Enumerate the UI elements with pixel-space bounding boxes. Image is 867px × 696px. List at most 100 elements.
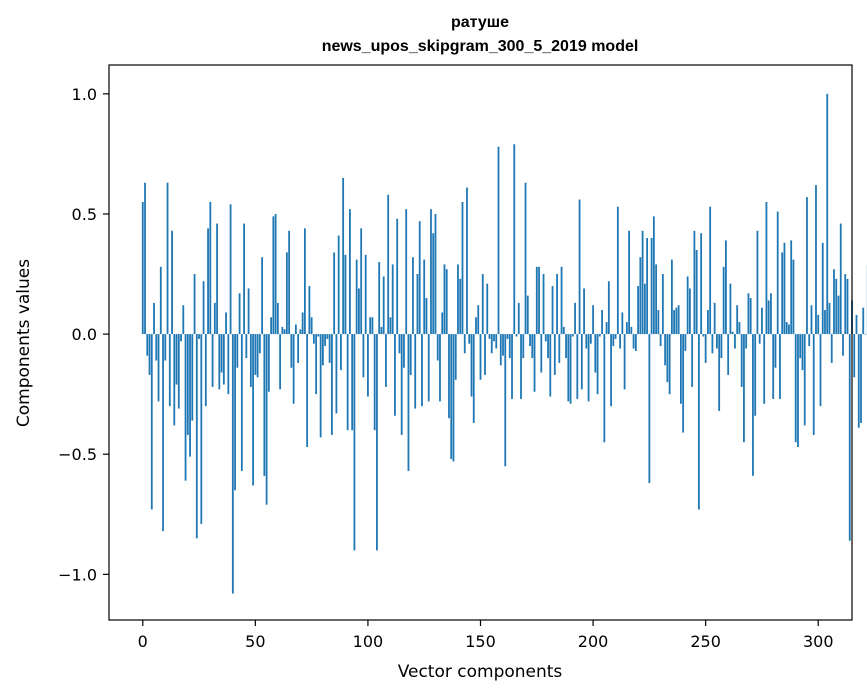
bar-185 xyxy=(558,334,561,363)
bar-233 xyxy=(666,334,669,383)
bar-145 xyxy=(468,334,471,344)
bar-152 xyxy=(484,334,486,375)
bar-109 xyxy=(387,194,390,335)
bar-32 xyxy=(213,302,216,335)
bar-259 xyxy=(725,240,727,335)
bar-220 xyxy=(637,286,640,335)
bar-202 xyxy=(596,334,599,395)
bar-118 xyxy=(407,334,410,472)
bar-141 xyxy=(459,278,462,335)
bar-299 xyxy=(815,185,817,335)
bar-280 xyxy=(772,334,775,399)
bar-245 xyxy=(693,230,696,335)
bar-119 xyxy=(409,334,412,375)
bar-81 xyxy=(324,334,327,347)
bar-238 xyxy=(677,305,680,335)
bar-256 xyxy=(718,334,721,411)
bar-221 xyxy=(639,257,642,335)
bar-31 xyxy=(211,334,214,387)
x-tick-label: 150 xyxy=(465,632,496,651)
bar-229 xyxy=(657,310,660,335)
bar-206 xyxy=(605,322,608,335)
bar-150 xyxy=(479,334,482,380)
bar-198 xyxy=(587,334,590,402)
bar-237 xyxy=(675,307,678,335)
bar-144 xyxy=(466,187,468,335)
bar-8 xyxy=(159,266,162,335)
bar-72 xyxy=(303,228,306,335)
bar-79 xyxy=(319,334,322,438)
bar-90 xyxy=(344,254,347,335)
bar-304 xyxy=(826,93,829,335)
bar-18 xyxy=(182,305,185,335)
bar-156 xyxy=(493,334,495,342)
bar-169 xyxy=(522,334,525,359)
bar-99 xyxy=(364,254,367,335)
bar-80 xyxy=(321,334,324,366)
bar-215 xyxy=(625,322,628,335)
bar-248 xyxy=(700,233,703,335)
bar-57 xyxy=(270,317,273,335)
x-tick-label: 0 xyxy=(138,632,148,651)
bar-121 xyxy=(414,334,417,409)
bar-137 xyxy=(450,334,453,460)
bar-135 xyxy=(445,269,448,335)
bar-127 xyxy=(427,334,430,402)
bar-223 xyxy=(643,283,646,335)
bar-230 xyxy=(659,334,662,347)
bar-190 xyxy=(569,334,572,404)
bar-58 xyxy=(272,216,275,335)
bar-309 xyxy=(837,295,840,335)
bar-298 xyxy=(812,334,815,435)
bar-310 xyxy=(839,223,842,335)
bar-77 xyxy=(315,334,318,395)
bar-91 xyxy=(346,334,349,431)
bar-319 xyxy=(860,334,862,423)
bar-219 xyxy=(634,334,637,351)
bar-106 xyxy=(380,326,383,335)
bar-182 xyxy=(551,286,554,335)
bar-212 xyxy=(619,334,621,349)
bar-201 xyxy=(594,334,597,373)
bar-85 xyxy=(333,252,336,335)
bar-235 xyxy=(670,259,673,335)
bar-143 xyxy=(463,334,466,354)
bar-71 xyxy=(301,312,304,335)
bars-group xyxy=(141,93,867,594)
bar-312 xyxy=(844,274,847,335)
bar-308 xyxy=(835,278,838,335)
bar-45 xyxy=(243,223,245,335)
bar-148 xyxy=(475,317,477,335)
bar-253 xyxy=(711,334,714,354)
bar-142 xyxy=(461,201,464,335)
bar-102 xyxy=(371,317,374,335)
bar-130 xyxy=(434,213,437,335)
bar-279 xyxy=(770,293,772,335)
bar-46 xyxy=(245,334,248,359)
bar-49 xyxy=(252,334,254,486)
bar-250 xyxy=(704,334,707,363)
bar-52 xyxy=(258,334,261,354)
bar-17 xyxy=(180,334,182,342)
x-tick-label: 300 xyxy=(803,632,834,651)
bar-231 xyxy=(661,274,664,335)
bar-289 xyxy=(792,259,795,335)
bar-83 xyxy=(328,334,331,363)
bar-186 xyxy=(560,266,563,335)
bar-196 xyxy=(583,288,585,335)
bar-292 xyxy=(799,334,802,359)
bar-172 xyxy=(529,334,531,347)
bar-104 xyxy=(376,334,378,551)
bar-218 xyxy=(632,334,635,349)
bar-179 xyxy=(544,334,547,342)
bar-296 xyxy=(808,334,811,347)
bar-36 xyxy=(222,334,225,385)
bar-284 xyxy=(781,252,784,335)
bar-225 xyxy=(648,334,651,484)
bar-300 xyxy=(817,314,820,335)
bar-316 xyxy=(853,334,856,378)
bar-214 xyxy=(623,334,626,390)
bar-47 xyxy=(247,288,250,335)
bar-277 xyxy=(765,201,768,335)
bar-103 xyxy=(373,334,376,431)
